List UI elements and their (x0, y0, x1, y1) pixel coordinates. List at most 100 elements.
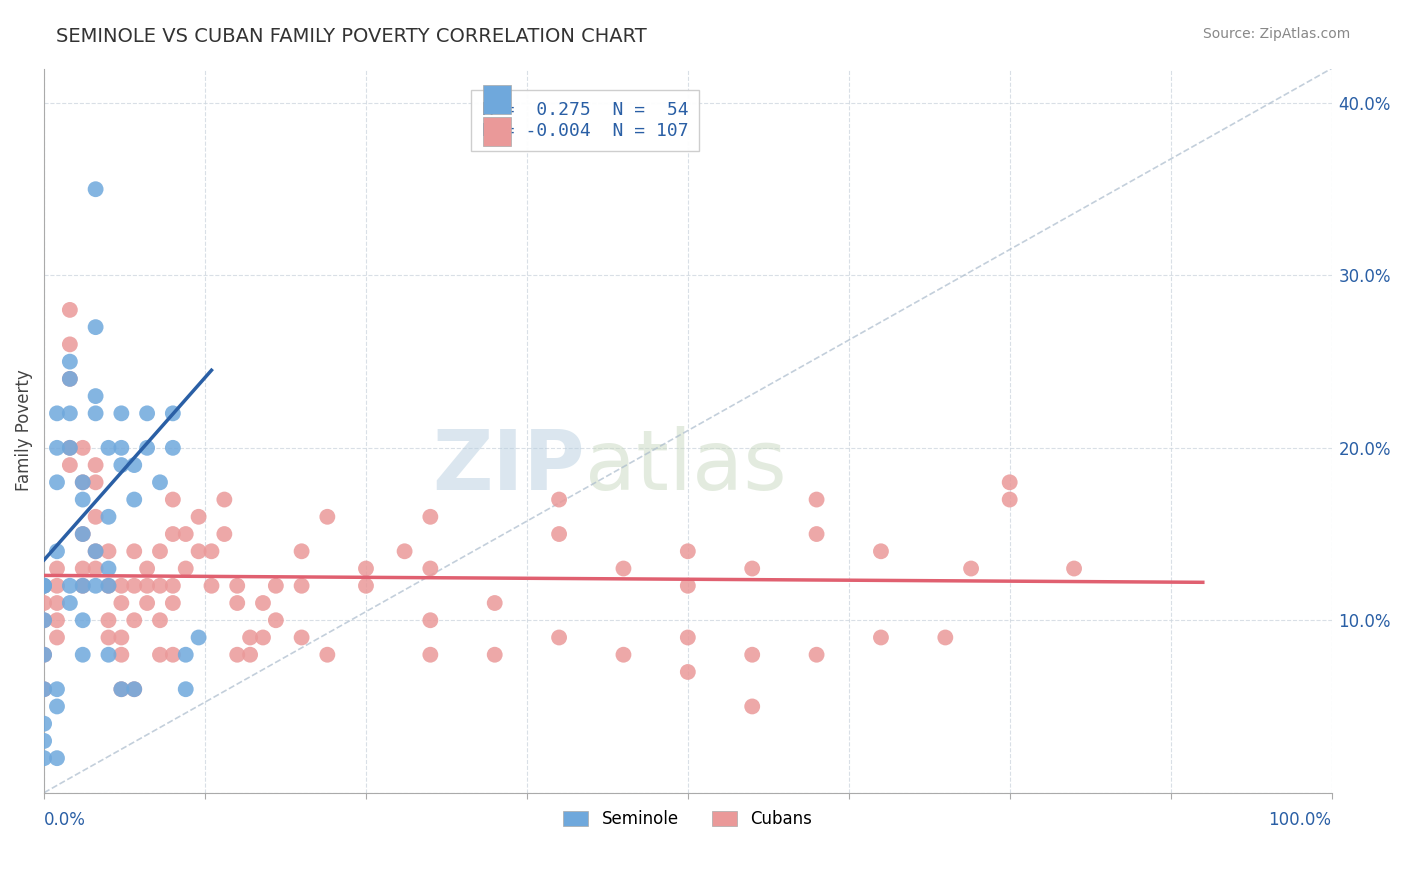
Point (72, 527, 94, 541)
Point (59, 458, 82, 472)
Point (110, 441, 132, 455)
Legend: Seminole, Cubans: Seminole, Cubans (557, 804, 820, 835)
Text: 100.0%: 100.0% (1268, 811, 1331, 830)
Point (59, 579, 82, 593)
Point (32, 734, 55, 748)
Point (32, 682, 55, 697)
Point (59, 441, 82, 455)
Point (162, 579, 184, 593)
Point (741, 699, 763, 714)
Point (46, 613, 69, 627)
Point (741, 648, 763, 662)
Point (32, 751, 55, 765)
Point (122, 544, 145, 558)
Point (72, 441, 94, 455)
Point (46, 631, 69, 645)
Point (46, 406, 69, 420)
Point (97, 441, 120, 455)
Point (676, 544, 699, 558)
Point (110, 458, 132, 472)
Point (162, 406, 184, 420)
Point (187, 509, 209, 524)
Point (97, 631, 120, 645)
Point (59, 302, 82, 317)
Point (97, 579, 120, 593)
Y-axis label: Family Poverty: Family Poverty (15, 369, 32, 491)
Point (612, 561, 634, 575)
Point (122, 613, 145, 627)
Point (934, 631, 956, 645)
Point (291, 579, 314, 593)
Point (97, 613, 120, 627)
Point (46, 579, 69, 593)
Point (264, 579, 287, 593)
Point (174, 561, 197, 575)
Point (291, 631, 314, 645)
Point (149, 544, 172, 558)
Point (214, 492, 236, 507)
Point (806, 648, 828, 662)
Point (84, 561, 107, 575)
Point (72, 579, 94, 593)
Point (612, 648, 634, 662)
Point (46, 596, 69, 610)
Point (32, 648, 55, 662)
Point (84, 406, 107, 420)
Point (162, 527, 184, 541)
Point (174, 648, 197, 662)
Point (59, 354, 82, 368)
Point (46, 544, 69, 558)
Point (136, 406, 159, 420)
Point (122, 579, 145, 593)
Point (122, 682, 145, 697)
Point (32, 613, 55, 627)
Point (97, 509, 120, 524)
Point (149, 613, 172, 627)
Point (136, 561, 159, 575)
Text: atlas: atlas (585, 426, 786, 508)
Point (59, 596, 82, 610)
Point (110, 648, 132, 662)
Point (136, 596, 159, 610)
Point (316, 648, 339, 662)
Point (46, 561, 69, 575)
Point (59, 337, 82, 351)
Point (72, 648, 94, 662)
Point (110, 579, 132, 593)
FancyBboxPatch shape (484, 85, 512, 114)
Point (214, 527, 236, 541)
Text: Source: ZipAtlas.com: Source: ZipAtlas.com (1202, 27, 1350, 41)
Point (59, 441, 82, 455)
Point (84, 544, 107, 558)
Text: ZIP: ZIP (432, 426, 585, 508)
Point (162, 441, 184, 455)
Point (110, 406, 132, 420)
Point (46, 751, 69, 765)
Point (97, 544, 120, 558)
Point (200, 544, 222, 558)
Point (162, 648, 184, 662)
Point (46, 682, 69, 697)
Point (59, 372, 82, 386)
Point (136, 579, 159, 593)
Point (226, 648, 249, 662)
Point (187, 631, 209, 645)
Point (484, 648, 506, 662)
Point (59, 372, 82, 386)
Point (484, 596, 506, 610)
Point (72, 475, 94, 490)
Point (149, 475, 172, 490)
Point (72, 579, 94, 593)
Point (1063, 561, 1085, 575)
Point (998, 492, 1021, 507)
Point (252, 596, 274, 610)
Point (239, 631, 262, 645)
Point (110, 596, 132, 610)
Point (84, 458, 107, 472)
Point (32, 613, 55, 627)
Point (419, 613, 441, 627)
Point (676, 631, 699, 645)
Point (548, 527, 571, 541)
Point (72, 561, 94, 575)
Point (960, 561, 983, 575)
